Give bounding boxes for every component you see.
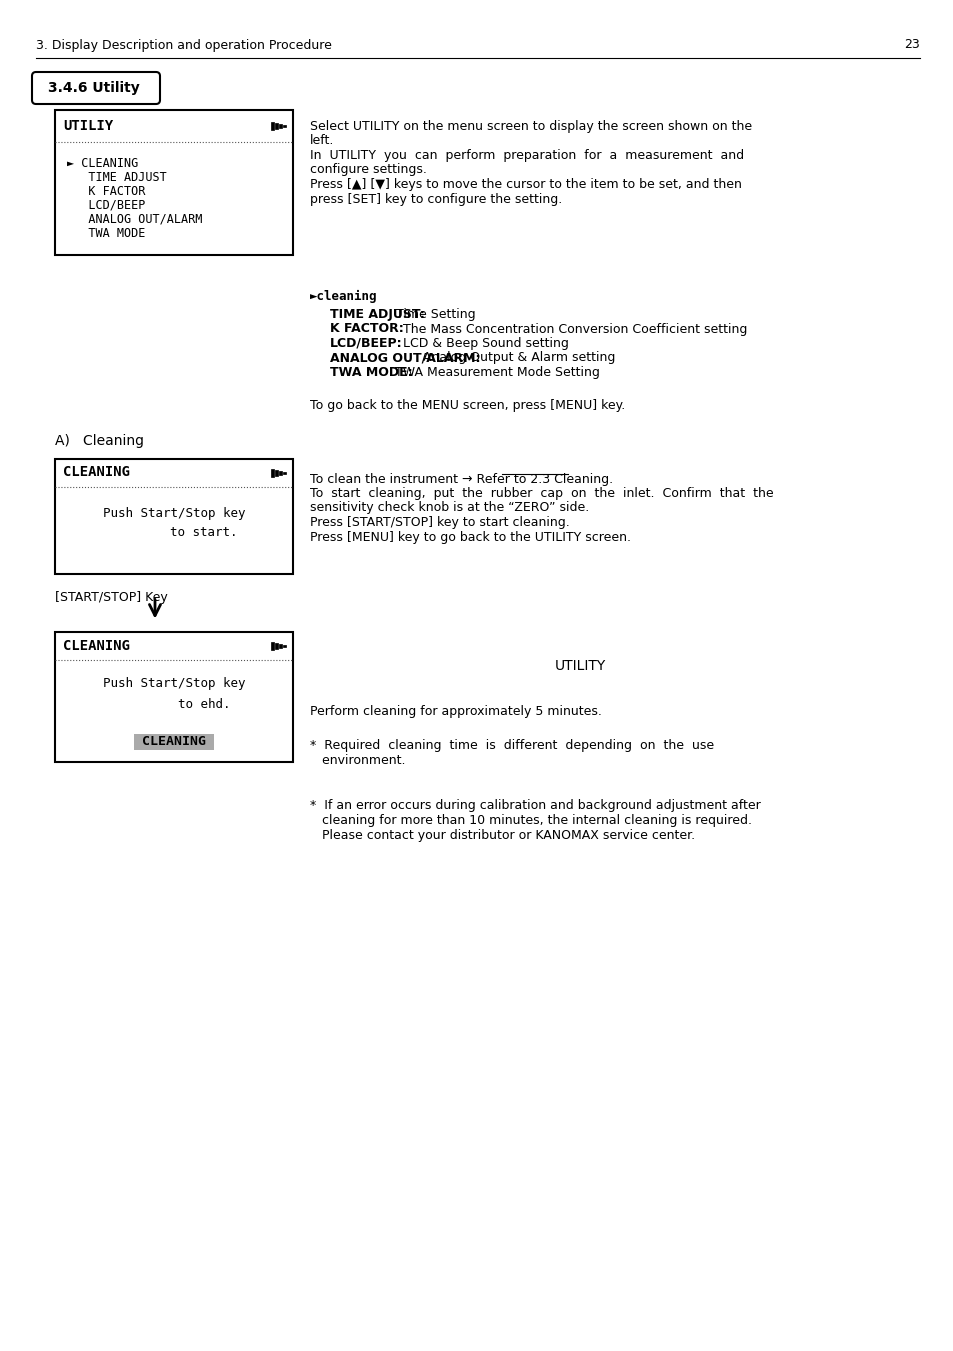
Bar	[283, 471, 286, 473]
Bar	[274, 470, 277, 476]
Text: TWA MODE: TWA MODE	[67, 227, 145, 240]
Bar	[55, 631, 293, 762]
Bar	[278, 643, 282, 647]
Text: Press [MENU] key to go back to the UTILITY screen.: Press [MENU] key to go back to the UTILI…	[310, 531, 630, 543]
Bar	[283, 124, 286, 127]
Text: Press [▲] [▼] keys to move the cursor to the item to be set, and then: Press [▲] [▼] keys to move the cursor to…	[310, 178, 741, 190]
Bar	[271, 122, 274, 130]
Text: ANALOG OUT/ALARM:: ANALOG OUT/ALARM:	[330, 351, 480, 365]
Text: 3.4.6 Utility: 3.4.6 Utility	[48, 81, 139, 95]
Text: UTILIY: UTILIY	[63, 119, 113, 132]
Bar	[278, 124, 282, 128]
Text: TWA Measurement Mode Setting: TWA Measurement Mode Setting	[379, 366, 599, 380]
Bar	[55, 458, 293, 574]
Bar	[283, 644, 286, 647]
Text: cleaning for more than 10 minutes, the internal cleaning is required.: cleaning for more than 10 minutes, the i…	[310, 815, 751, 827]
Text: Push Start/Stop key: Push Start/Stop key	[103, 507, 245, 520]
Text: *  If an error occurs during calibration and background adjustment after: * If an error occurs during calibration …	[310, 800, 760, 812]
Text: Select UTILITY on the menu screen to display the screen shown on the: Select UTILITY on the menu screen to dis…	[310, 120, 751, 132]
Text: K FACTOR: K FACTOR	[67, 185, 145, 199]
Bar	[274, 123, 277, 128]
Text: CLEANING: CLEANING	[63, 466, 130, 480]
Text: Push Start/Stop key: Push Start/Stop key	[103, 677, 245, 690]
Text: CLEANING: CLEANING	[142, 735, 206, 748]
Text: Please contact your distributor or KANOMAX service center.: Please contact your distributor or KANOM…	[310, 828, 695, 842]
Text: A)   Cleaning: A) Cleaning	[55, 434, 144, 447]
Bar	[274, 643, 277, 648]
Text: [START/STOP] Key: [START/STOP] Key	[55, 592, 168, 604]
Text: 3. Display Description and operation Procedure: 3. Display Description and operation Pro…	[36, 38, 332, 51]
Text: sensitivity check knob is at the “ZERO” side.: sensitivity check knob is at the “ZERO” …	[310, 501, 589, 515]
Text: TIME ADJUST: TIME ADJUST	[67, 172, 167, 184]
Bar	[271, 642, 274, 650]
Text: LCD/BEEP:: LCD/BEEP:	[330, 336, 402, 350]
Text: To clean the instrument → Refer to 2.3 Cleaning.: To clean the instrument → Refer to 2.3 C…	[310, 473, 613, 485]
Text: LCD & Beep Sound setting: LCD & Beep Sound setting	[379, 336, 569, 350]
Text: 23: 23	[903, 38, 919, 51]
Text: environment.: environment.	[310, 754, 405, 767]
Text: to ehd.: to ehd.	[117, 697, 230, 711]
Text: TIME ADJUST:: TIME ADJUST:	[330, 308, 424, 322]
Text: left.: left.	[310, 135, 334, 147]
Text: *  Required  cleaning  time  is  different  depending  on  the  use: * Required cleaning time is different de…	[310, 739, 714, 753]
Text: ► CLEANING: ► CLEANING	[67, 157, 138, 170]
Text: Perform cleaning for approximately 5 minutes.: Perform cleaning for approximately 5 min…	[310, 704, 601, 717]
Text: Time Setting: Time Setting	[395, 308, 476, 322]
Text: To  start  cleaning,  put  the  rubber  cap  on  the  inlet.  Confirm  that  the: To start cleaning, put the rubber cap on…	[310, 486, 773, 500]
Text: To go back to the MENU screen, press [MENU] key.: To go back to the MENU screen, press [ME…	[310, 399, 624, 412]
FancyBboxPatch shape	[32, 72, 160, 104]
Text: TWA MODE:: TWA MODE:	[330, 366, 413, 380]
Text: The Mass Concentration Conversion Coefficient setting: The Mass Concentration Conversion Coeffi…	[379, 323, 747, 335]
Text: Analog Output & Alarm setting: Analog Output & Alarm setting	[423, 351, 616, 365]
Text: ►cleaning: ►cleaning	[310, 290, 377, 303]
Text: UTILITY: UTILITY	[554, 659, 605, 674]
Text: press [SET] key to configure the setting.: press [SET] key to configure the setting…	[310, 192, 561, 205]
Bar	[271, 469, 274, 477]
Text: CLEANING: CLEANING	[63, 639, 130, 653]
Text: configure settings.: configure settings.	[310, 163, 426, 177]
Text: In  UTILITY  you  can  perform  preparation  for  a  measurement  and: In UTILITY you can perform preparation f…	[310, 149, 743, 162]
FancyBboxPatch shape	[55, 109, 293, 255]
Text: Press [START/STOP] key to start cleaning.: Press [START/STOP] key to start cleaning…	[310, 516, 569, 530]
Bar	[134, 734, 213, 750]
Text: ANALOG OUT/ALARM: ANALOG OUT/ALARM	[67, 213, 202, 226]
Text: to start.: to start.	[111, 527, 237, 539]
Text: K FACTOR:: K FACTOR:	[330, 323, 403, 335]
Bar	[278, 470, 282, 474]
Text: LCD/BEEP: LCD/BEEP	[67, 199, 145, 212]
